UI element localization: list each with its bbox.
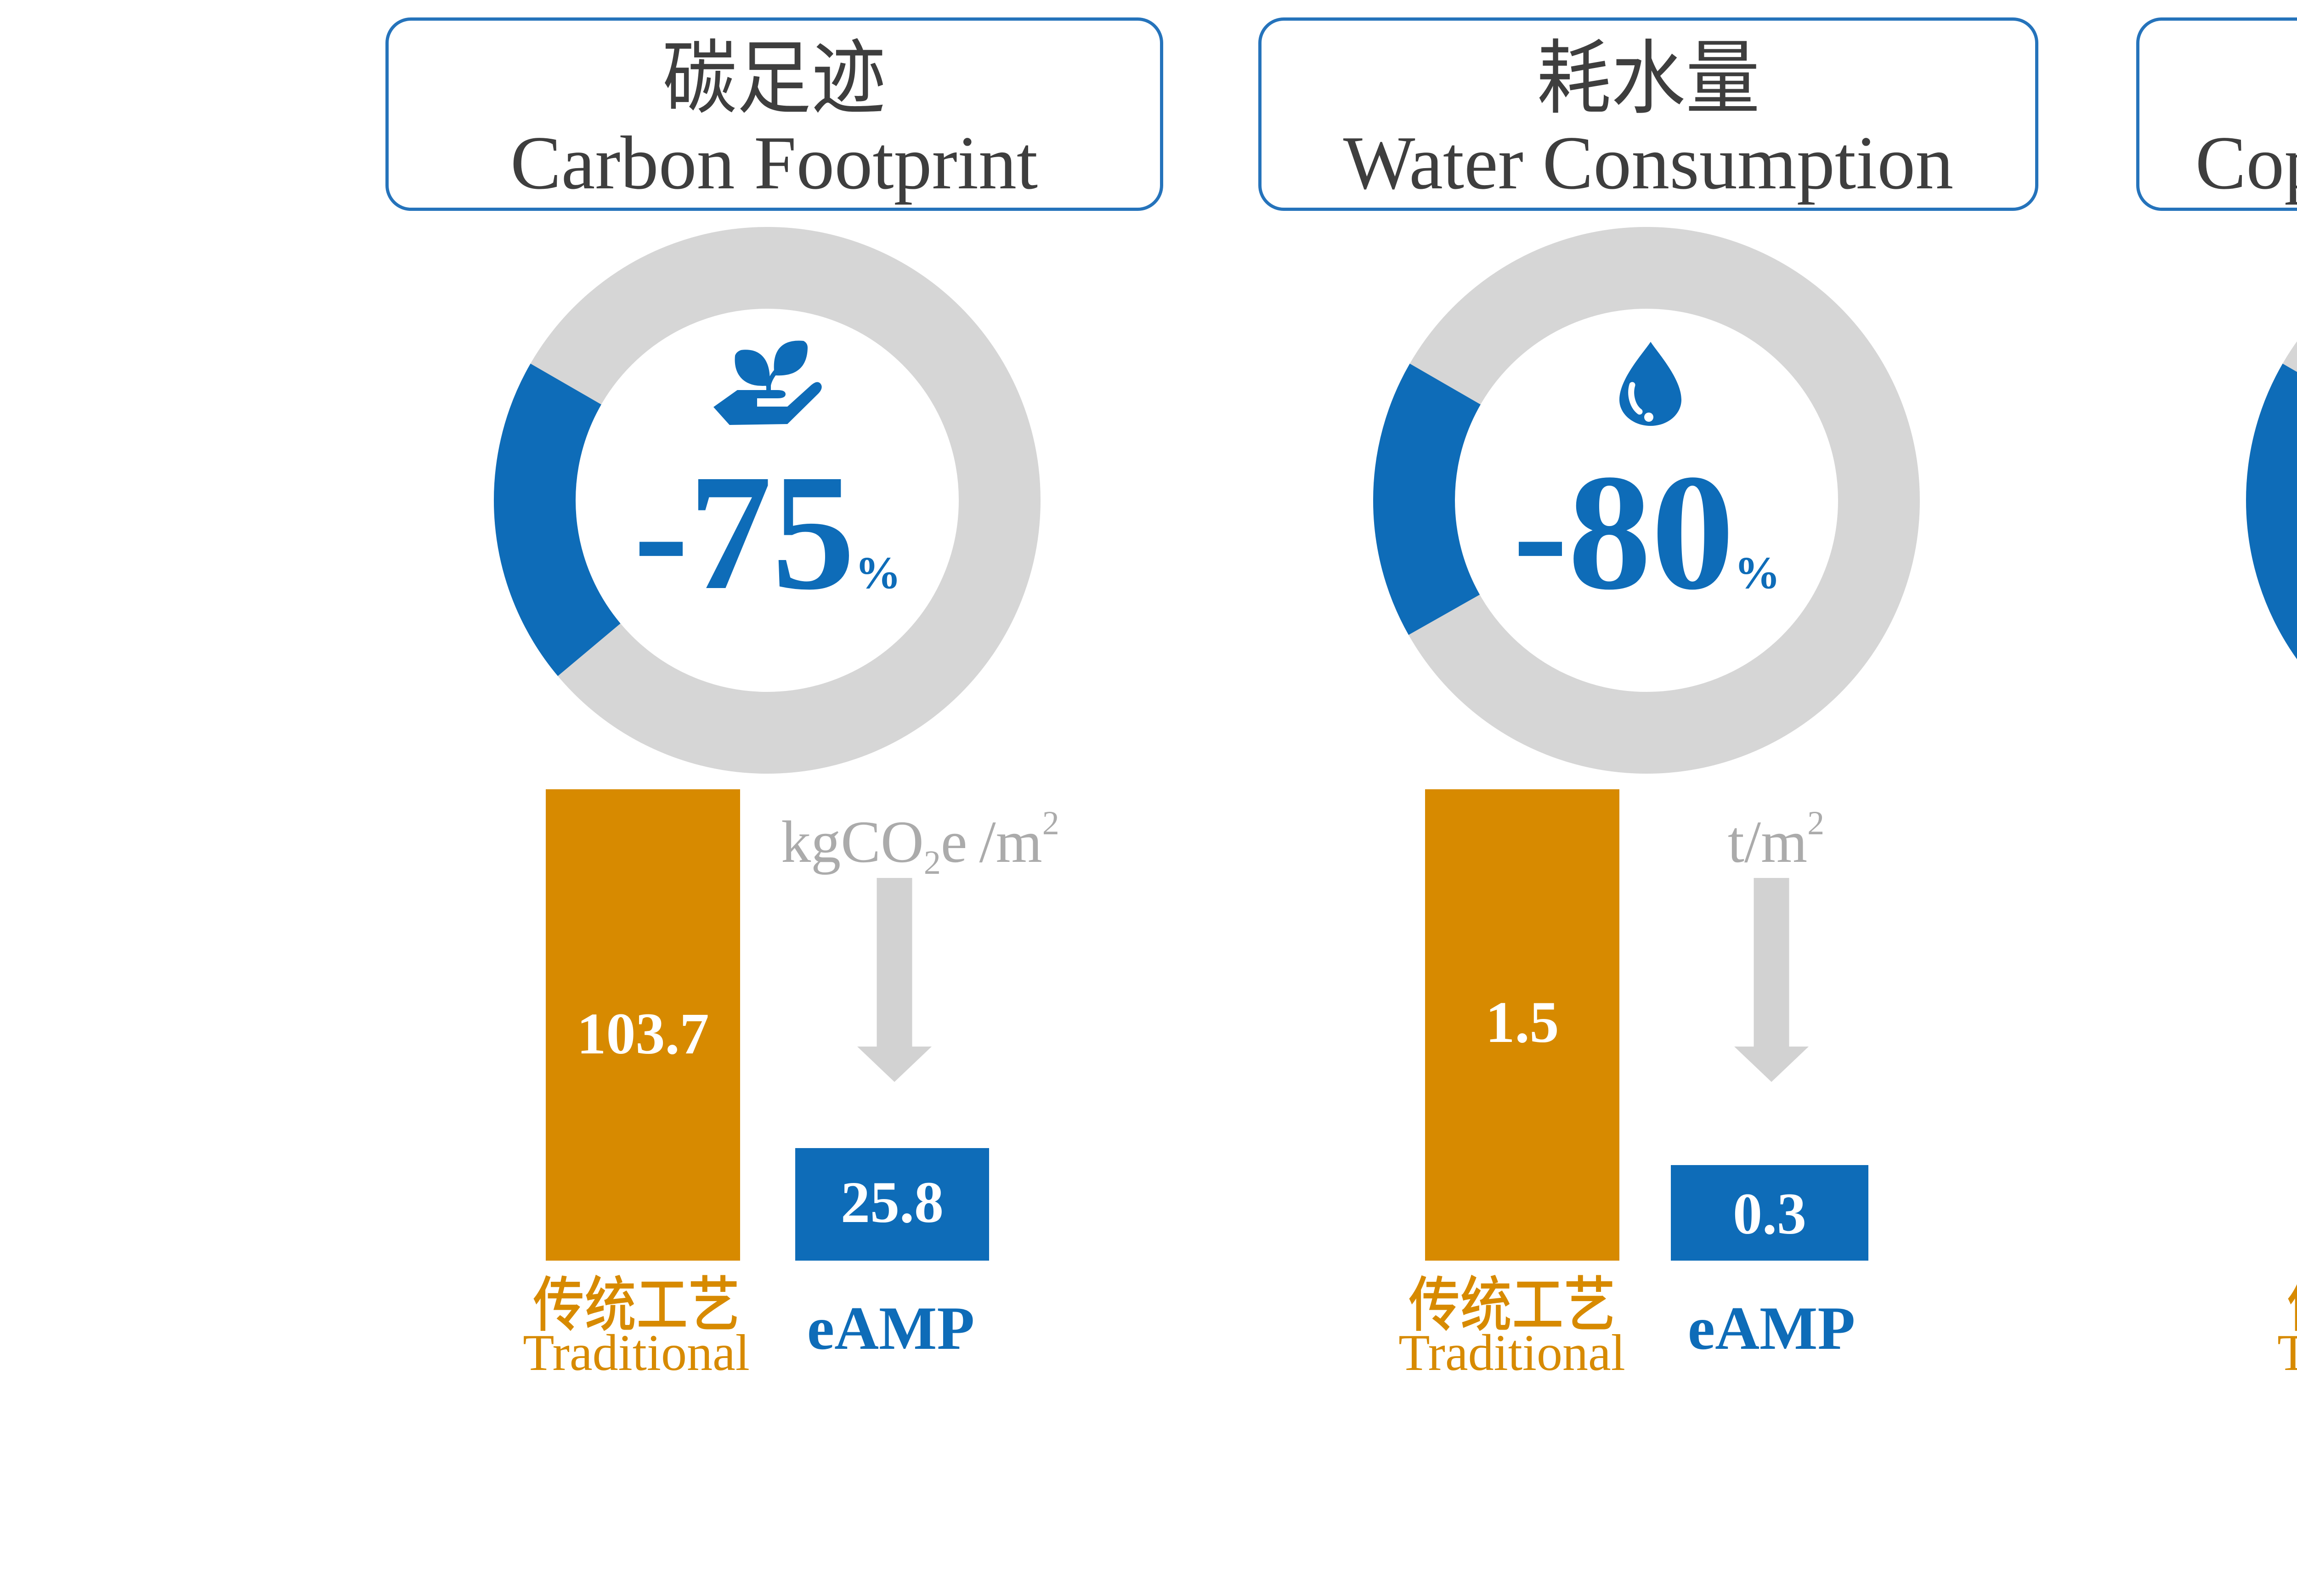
svg-text:0.3: 0.3 xyxy=(1733,1181,1806,1246)
svg-text:kgCO2e /m2: kgCO2e /m2 xyxy=(781,804,1059,882)
svg-text:eAMP: eAMP xyxy=(1688,1294,1856,1362)
svg-text:1.5: 1.5 xyxy=(1486,990,1559,1055)
svg-text:103.7: 103.7 xyxy=(577,1001,709,1066)
svg-text:25.8: 25.8 xyxy=(841,1170,944,1235)
svg-text:eAMP: eAMP xyxy=(807,1294,975,1362)
svg-text:Water Consumption: Water Consumption xyxy=(1343,120,1953,205)
svg-text:Carbon Footprint: Carbon Footprint xyxy=(510,120,1038,205)
svg-text:Traditional: Traditional xyxy=(1398,1324,1625,1381)
svg-text:Traditional: Traditional xyxy=(523,1324,750,1381)
svg-text:Copper Consumption: Copper Consumption xyxy=(2195,120,2297,205)
svg-text:Traditional: Traditional xyxy=(2277,1324,2297,1381)
